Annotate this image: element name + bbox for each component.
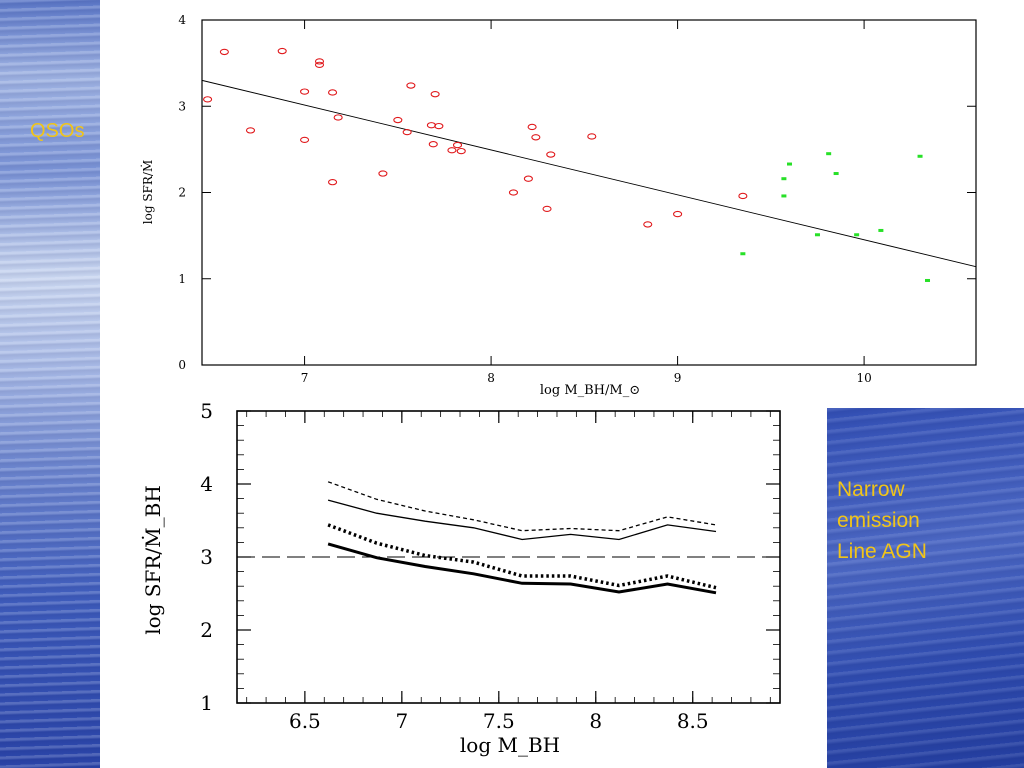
bottom-x-tick-label: 8.5: [677, 709, 709, 733]
bottom-y-tick-label: 5: [200, 399, 213, 423]
top-y-ticks: 0 1 2 3 4: [178, 13, 976, 372]
bottom-x-tick-label: 7.5: [483, 709, 515, 733]
qso-point: [542, 205, 552, 213]
qso-point: [300, 136, 310, 144]
qso-point: [523, 175, 533, 182]
top-y-tick-label: 2: [178, 186, 186, 200]
narrow-line-agn-label: Narrow emission Line AGN: [837, 474, 1007, 567]
nla-point: [925, 278, 931, 282]
qso-point: [452, 141, 463, 149]
nla-point: [781, 194, 787, 198]
top-fit-line: [201, 79, 977, 268]
qso-point: [456, 147, 466, 155]
bottom-x-tick-label: 8: [589, 709, 602, 733]
top-x-ticks: 7 8 9 10: [301, 20, 872, 385]
nla-point: [786, 162, 792, 166]
bottom-x-tick-label: 7: [395, 709, 408, 733]
qso-point: [643, 221, 653, 228]
qso-point: [300, 88, 310, 95]
bottom-chart-frame: [236, 410, 781, 704]
top-y-tick-label: 4: [178, 13, 186, 27]
top-y-tick-label: 0: [178, 358, 186, 372]
nla-label-line-3: Line AGN: [837, 540, 927, 563]
qso-point: [531, 134, 541, 141]
qsos-label: QSOs: [30, 120, 85, 142]
top-y-axis-label: log SFR/Ṁ: [140, 160, 155, 224]
nla-point: [826, 152, 832, 156]
top-y-tick-label: 3: [178, 99, 186, 113]
qso-point: [328, 89, 338, 96]
top-chart-frame: [201, 19, 977, 366]
qso-point: [406, 82, 416, 89]
nla-point: [814, 233, 820, 237]
top-x-tick-label: 10: [856, 371, 871, 385]
series-line-thin-solid: [327, 499, 717, 541]
bottom-x-ticks: 6.5 7 7.5 8 8.5: [246, 411, 771, 733]
nla-point: [833, 172, 839, 176]
qso-point: [328, 178, 338, 186]
nla-point: [781, 177, 787, 181]
series-line-thick-dotted: [327, 523, 717, 590]
qso-point: [587, 133, 597, 140]
qso-point: [738, 192, 748, 200]
bottom-y-tick-label: 1: [200, 691, 213, 715]
qso-point: [277, 47, 287, 55]
nla-label-line-1: Narrow: [837, 478, 905, 501]
qso-point: [393, 116, 403, 124]
bottom-lines-group: [237, 481, 780, 595]
top-points-group: [203, 47, 931, 282]
nla-label-line-2: emission: [837, 509, 920, 532]
bottom-y-tick-label: 4: [200, 472, 213, 496]
qso-point: [426, 122, 436, 129]
qso-point: [430, 91, 440, 98]
qso-point: [378, 170, 388, 177]
top-x-tick-label: 9: [674, 371, 682, 385]
qso-point: [314, 61, 325, 68]
series-line-thick-solid: [327, 542, 717, 595]
qso-point: [434, 122, 444, 130]
qso-point: [203, 96, 213, 103]
bottom-y-axis-label: log SFR/Ṁ_BH: [141, 485, 165, 635]
nla-point: [740, 252, 746, 256]
qso-point: [546, 151, 556, 158]
qso-point: [508, 189, 519, 196]
ocean-background-left: [0, 0, 100, 768]
nla-point: [854, 233, 860, 237]
top-x-tick-label: 8: [487, 371, 495, 385]
top-scatter-chart: 7 8 9 10 0 1 2 3 4 log M_BH/M_⊙ log SFR/Ṁ: [140, 13, 977, 398]
bottom-y-ticks: 1 2 3 4 5: [200, 399, 780, 715]
ocean-background-right: [827, 408, 1024, 768]
bottom-y-tick-label: 3: [200, 545, 213, 569]
nla-point: [917, 154, 923, 158]
bottom-x-tick-label: 6.5: [289, 709, 321, 733]
qso-point: [428, 141, 438, 148]
qso-point: [402, 128, 412, 136]
top-x-axis-label: log M_BH/M_⊙: [540, 383, 640, 398]
bottom-x-axis-label: log M_BH: [460, 733, 560, 757]
qso-point: [447, 147, 457, 154]
series-line-thin-dashed: [327, 481, 717, 532]
qso-point: [314, 58, 325, 65]
top-y-tick-label: 1: [178, 272, 186, 286]
qso-point: [527, 123, 537, 131]
qso-point: [219, 48, 229, 56]
qso-point: [245, 127, 256, 134]
qso-point: [333, 114, 343, 121]
qso-point: [673, 210, 683, 218]
nla-point: [878, 228, 884, 232]
top-x-tick-label: 7: [301, 371, 309, 385]
top-fit-line-group: [201, 79, 977, 268]
bottom-y-tick-label: 2: [200, 618, 213, 642]
